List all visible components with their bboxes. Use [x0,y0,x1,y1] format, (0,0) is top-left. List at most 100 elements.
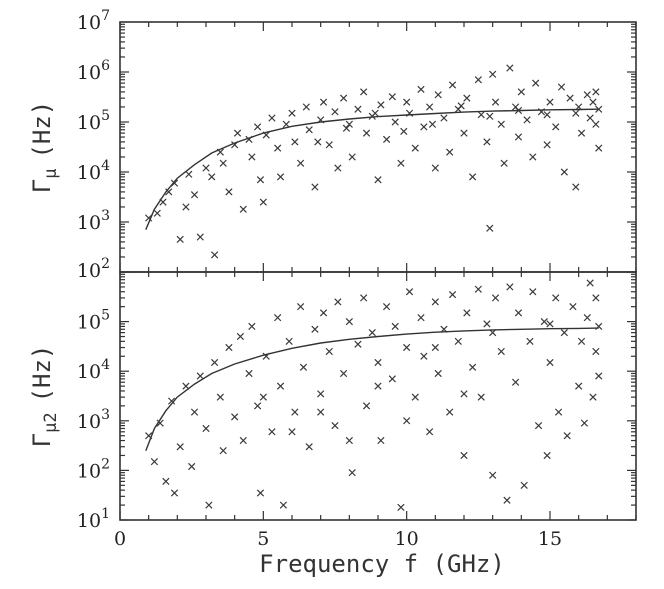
data-point [342,124,351,132]
data-point [296,303,305,311]
data-point [460,451,468,460]
data-point [431,343,439,352]
data-point [491,294,500,302]
data-point [517,88,525,96]
data-point [268,114,276,122]
data-point [216,393,224,401]
data-point [311,183,319,191]
data-point [592,294,600,302]
data-point [554,408,563,416]
data-point [274,314,282,322]
data-point [560,168,568,176]
data-point [256,489,265,497]
data-point [239,436,247,445]
data-point [362,402,371,410]
data-point [288,109,296,117]
data-point [566,94,574,102]
data-point [165,188,173,196]
data-point [460,129,468,137]
data-point [374,176,382,184]
data-point [468,363,477,371]
data-point [537,108,546,116]
data-point [391,118,399,126]
data-point [253,402,262,410]
data-point [440,114,448,122]
data-point [431,164,439,172]
data-point [360,88,368,96]
data-point [577,129,586,137]
data-point [592,120,600,128]
data-point [291,408,299,416]
y-tick-label-base: 10 [77,510,101,532]
data-point [586,279,594,287]
data-point [150,458,159,466]
x-tick-label: 15 [538,528,562,550]
data-point [196,233,204,241]
data-point [210,358,219,367]
data-point [302,103,310,111]
data-point [374,382,382,390]
data-point [534,421,543,430]
y-tick-label-base: 10 [77,260,101,282]
data-point [405,109,414,117]
data-point [428,120,437,128]
data-point [382,135,391,143]
data-point [572,109,580,117]
data-point [285,337,293,345]
data-point [305,443,313,451]
data-point [457,102,465,110]
data-point [489,471,497,479]
y-tick-label: 104 [77,357,110,383]
data-point [339,94,348,102]
data-point [334,298,342,306]
data-point [331,421,339,430]
data-point [262,131,270,139]
data-point [577,337,586,345]
data-point [245,369,253,378]
data-point [491,98,500,106]
data-point [595,372,603,380]
data-point [319,98,328,106]
data-point [196,372,204,380]
data-point [497,347,505,356]
data-point [377,101,385,109]
y-tick-label-exponent: 1 [101,506,110,522]
data-point [486,112,494,120]
data-point [405,288,414,296]
data-point [219,447,227,455]
data-point [205,501,213,509]
data-point [231,141,239,149]
data-point [190,191,199,199]
x-tick-labels: 0 5 10 15 [114,528,562,550]
y-tick-label-base: 10 [77,62,101,84]
data-point [317,116,325,124]
data-point [586,114,594,122]
data-point [506,283,514,291]
y-tick-label: 103 [77,407,110,433]
data-point [276,382,285,390]
data-point [259,198,267,206]
data-point [382,303,391,311]
data-point [463,309,471,317]
data-point [317,408,325,416]
data-point [374,358,382,367]
data-point [325,347,333,356]
data-point [354,340,362,348]
data-point [448,290,457,299]
data-point [291,138,299,146]
data-point [210,251,219,259]
top-fit-curve [145,108,599,230]
data-point [279,501,288,509]
data-point [448,81,457,89]
data-point [245,135,253,143]
y-tick-label-exponent: 7 [101,8,110,24]
bottom-panel-ticks [119,272,637,521]
data-point [546,320,554,328]
data-point [500,159,508,167]
data-point [202,164,210,172]
data-point [400,127,408,135]
bottom-fit-curve [145,327,599,451]
data-point [274,144,282,152]
data-point [489,328,497,337]
